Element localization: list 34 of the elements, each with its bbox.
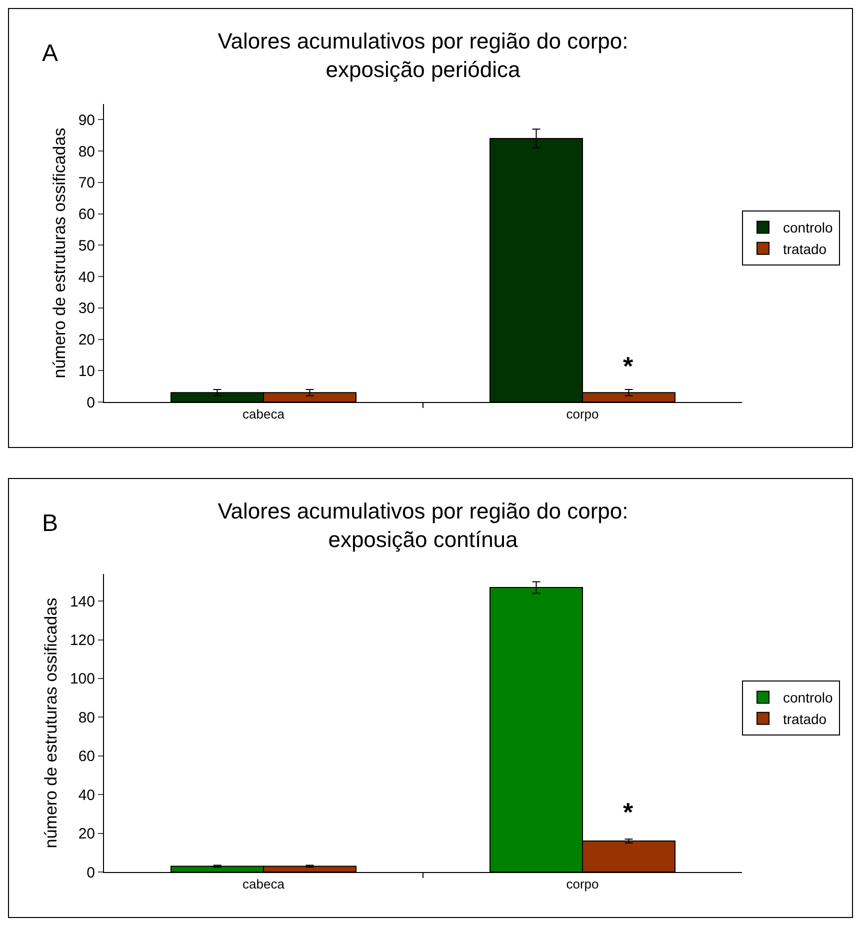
y-tick-label: 30 xyxy=(78,300,95,318)
x-tick-label: cabeca xyxy=(242,406,286,422)
annotation: * xyxy=(623,351,634,381)
legend-label: tratado xyxy=(783,710,827,727)
text: A xyxy=(42,40,58,67)
y-tick-label: 140 xyxy=(70,593,95,610)
annotation: * xyxy=(623,797,634,827)
x-tick-label: cabeca xyxy=(242,876,286,892)
y-tick-label: 80 xyxy=(78,709,95,726)
y-axis-title: número de estruturas ossificadas xyxy=(42,598,61,848)
y-tick-label: 20 xyxy=(78,332,95,349)
y-tick-label: 20 xyxy=(78,826,95,843)
y-tick-label: 0 xyxy=(86,394,95,412)
x-tick-label: corpo xyxy=(566,876,599,892)
y-tick-label: 40 xyxy=(78,786,95,804)
y-tick-label: 0 xyxy=(86,864,95,882)
y-axis-title: número de estruturas ossificadas xyxy=(50,128,69,378)
chart-title: Valores acumulativos por região do corpo: exposição contínua xyxy=(218,498,628,552)
legend-label: controlo xyxy=(783,690,834,706)
chart-title: Valores acumulativos por região do corpo: exposição periódica xyxy=(218,28,628,82)
x-tick-label: corpo xyxy=(566,406,599,422)
legend-label: controlo xyxy=(783,220,834,236)
y-tick-label: 60 xyxy=(78,206,95,224)
y-tick-label: 50 xyxy=(78,237,95,254)
y-tick-label: 90 xyxy=(78,112,95,129)
y-tick-label: 10 xyxy=(78,362,95,380)
y-tick-label: 40 xyxy=(78,268,95,286)
y-tick-label: 80 xyxy=(78,143,95,160)
text: B xyxy=(42,510,58,537)
y-tick-label: 70 xyxy=(78,174,95,192)
y-tick-label: 120 xyxy=(70,632,95,650)
legend-label: tratado xyxy=(783,240,827,257)
y-tick-label: 60 xyxy=(78,748,95,766)
y-tick-label: 100 xyxy=(70,670,95,688)
